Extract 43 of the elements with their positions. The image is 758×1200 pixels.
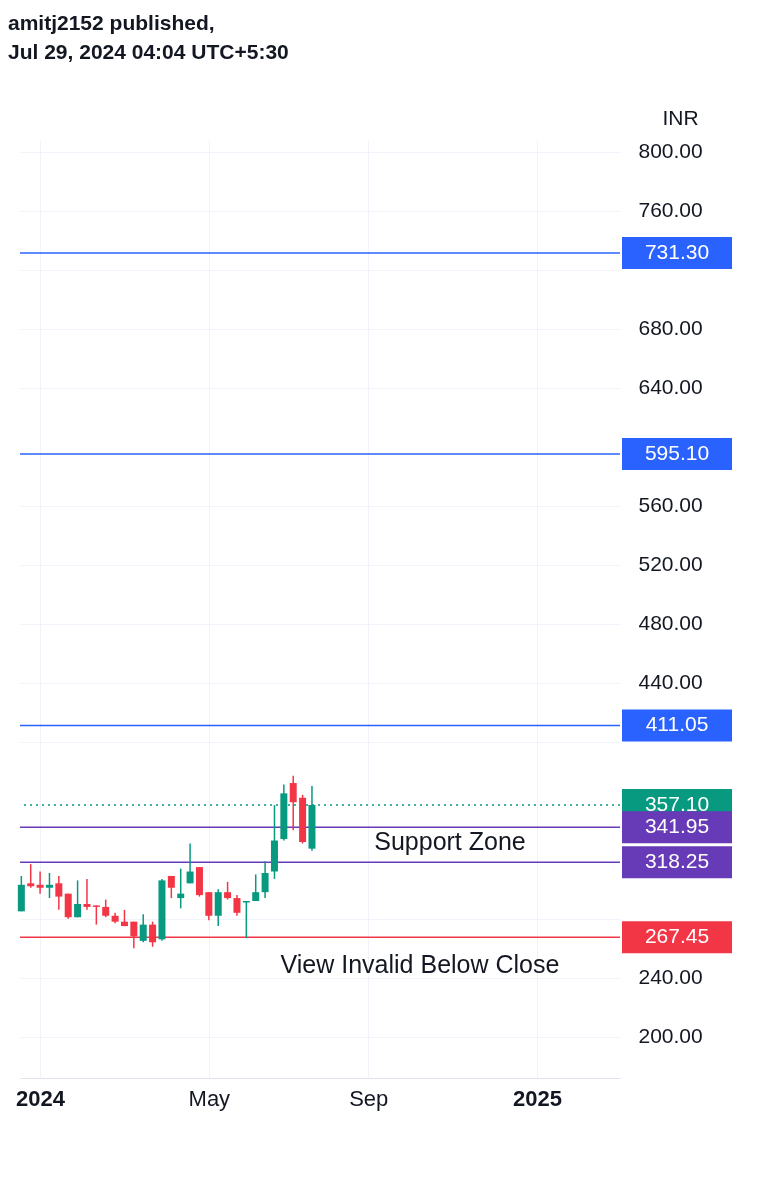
y-tick-label: 800.00 — [638, 139, 703, 163]
x-tick-label: May — [188, 1085, 231, 1111]
candlestick — [139, 913, 147, 944]
ref-line-label: 357.10 — [644, 792, 710, 816]
candlestick — [252, 873, 260, 902]
x-tick-label: 2025 — [512, 1085, 562, 1111]
candlestick — [214, 888, 222, 927]
ref-line-label: 341.95 — [644, 814, 710, 838]
candlestick — [64, 892, 72, 920]
y-axis-title: INR — [662, 105, 699, 129]
annotation: View Invalid Below Close — [280, 950, 560, 978]
candlestick — [92, 904, 100, 926]
y-tick-label: 760.00 — [638, 198, 703, 222]
candlestick — [83, 878, 91, 911]
chart-title: amitj2152 published, — [8, 11, 215, 34]
y-tick-label: 240.00 — [638, 965, 703, 989]
chart-subtitle: Jul 29, 2024 04:04 UTC+5:30 — [8, 40, 289, 63]
annotation: Support Zone — [374, 827, 526, 855]
x-tick-label: Sep — [349, 1085, 389, 1111]
y-tick-label: 480.00 — [638, 611, 703, 635]
y-tick-label: 560.00 — [638, 493, 703, 517]
candlestick — [289, 774, 297, 831]
x-tick-label: 2024 — [16, 1085, 66, 1111]
y-tick-label: 440.00 — [638, 670, 703, 694]
candlestick — [36, 870, 44, 895]
ref-line-label: 731.30 — [644, 240, 710, 264]
candlestick — [45, 872, 53, 899]
y-tick-label: 520.00 — [638, 552, 703, 576]
y-tick-label: 200.00 — [638, 1024, 703, 1048]
candlestick — [186, 842, 194, 885]
candlestick — [233, 894, 241, 917]
candlestick — [27, 863, 35, 889]
candlestick — [74, 879, 82, 918]
ref-line-label: 318.25 — [644, 849, 710, 873]
y-tick-label: 680.00 — [638, 316, 703, 340]
candlestick — [261, 860, 269, 899]
ref-line-label: 595.10 — [644, 440, 710, 464]
candlestick — [205, 891, 213, 921]
candlestick — [177, 867, 185, 910]
ref-line-label: 411.05 — [645, 712, 709, 736]
y-tick-label: 640.00 — [638, 375, 703, 399]
candlestick — [55, 875, 63, 911]
ref-line-label: 267.45 — [644, 924, 710, 948]
